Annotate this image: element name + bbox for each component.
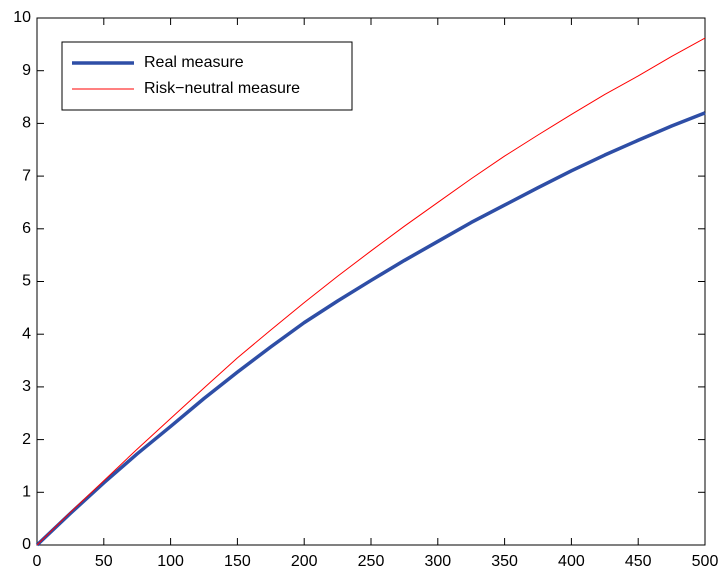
y-tick-label: 1 [22, 484, 31, 501]
x-tick-label: 0 [33, 553, 42, 570]
x-tick-label: 450 [625, 553, 652, 570]
y-tick-label: 9 [22, 62, 31, 79]
y-tick-label: 2 [22, 431, 31, 448]
x-tick-label: 500 [692, 553, 719, 570]
y-tick-label: 7 [22, 167, 31, 184]
y-tick-label: 3 [22, 378, 31, 395]
x-tick-label: 350 [491, 553, 518, 570]
y-tick-label: 0 [22, 536, 31, 553]
legend-box [61, 41, 353, 111]
x-tick-label: 300 [424, 553, 451, 570]
x-tick-label: 250 [358, 553, 385, 570]
y-tick-label: 6 [22, 220, 31, 237]
y-tick-label: 10 [13, 9, 31, 26]
y-tick-label: 8 [22, 115, 31, 132]
y-tick-label: 4 [22, 325, 31, 342]
x-tick-label: 100 [157, 553, 184, 570]
x-tick-label: 50 [95, 553, 113, 570]
legend-label: Risk−neutral measure [144, 80, 300, 97]
legend-label: Real measure [144, 54, 244, 71]
series-line [35, 111, 706, 547]
x-tick-label: 200 [291, 553, 318, 570]
y-tick-label: 5 [22, 273, 31, 290]
x-tick-label: 150 [224, 553, 251, 570]
series-line [36, 37, 706, 546]
x-tick-label: 400 [558, 553, 585, 570]
